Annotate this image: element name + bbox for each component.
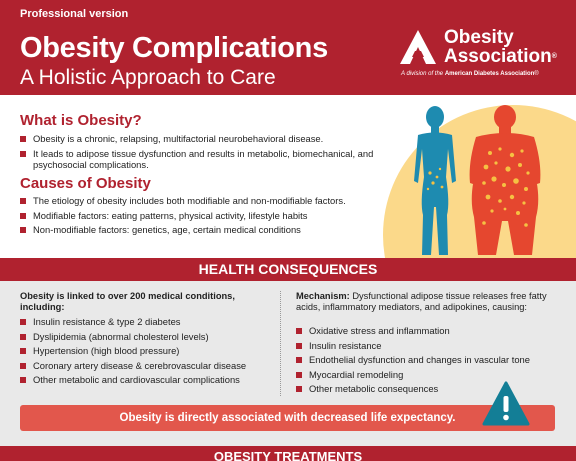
- obesity-treatments-heading: OBESITY TREATMENTS: [0, 446, 576, 461]
- red-square-bullet-icon: [20, 150, 26, 157]
- red-square-bullet-icon: [296, 386, 302, 392]
- body-silhouettes-icon: [414, 105, 541, 255]
- what-is-obesity-heading: What is Obesity?: [20, 112, 142, 129]
- red-square-bullet-icon: [20, 198, 26, 204]
- list-item: Insulin resistance: [296, 340, 561, 352]
- red-square-bullet-icon: [20, 377, 26, 383]
- warning-triangle-icon: [482, 381, 530, 426]
- tagline-org: American Diabetes Association: [444, 71, 535, 77]
- logo-wordmark: Obesity Association®: [444, 28, 557, 66]
- column-divider: [280, 291, 281, 396]
- linked-conditions-list: Insulin resistance & type 2 diabetes Dys…: [20, 316, 275, 389]
- red-square-bullet-icon: [20, 348, 26, 354]
- list-item: It leads to adipose tissue dysfunction a…: [20, 148, 380, 171]
- red-square-bullet-icon: [20, 136, 26, 142]
- linked-conditions-heading: Obesity is linked to over 200 medical co…: [20, 291, 235, 312]
- page-title: Obesity Complications: [20, 32, 328, 64]
- what-is-obesity-list: Obesity is a chronic, relapsing, multifa…: [20, 133, 380, 174]
- list-item: Endothelial dysfunction and changes in v…: [296, 354, 561, 366]
- life-expectancy-callout: Obesity is directly associated with decr…: [20, 405, 555, 431]
- version-label: Professional version: [20, 8, 129, 20]
- triangle-a-logo-icon: [400, 30, 436, 64]
- logo-line-2: Association®: [444, 46, 557, 67]
- tagline-prefix: A division of the: [401, 71, 444, 77]
- list-item: The etiology of obesity includes both mo…: [20, 195, 395, 207]
- list-item: Coronary artery disease & cerebrovascula…: [20, 360, 275, 372]
- health-consequences-heading: HEALTH CONSEQUENCES: [0, 258, 576, 281]
- mechanism-heading: Mechanism: Dysfunctional adipose tissue …: [296, 291, 561, 313]
- mechanism-description: Dysfunctional adipose tissue releases fr…: [296, 291, 547, 312]
- causes-of-obesity-heading: Causes of Obesity: [20, 175, 151, 192]
- header-banner: Professional version Obesity Complicatio…: [0, 0, 576, 95]
- mechanism-effects-list: Oxidative stress and inflammation Insuli…: [296, 325, 561, 398]
- red-square-bullet-icon: [20, 227, 26, 233]
- list-item: Modifiable factors: eating patterns, phy…: [20, 210, 395, 222]
- list-item: Obesity is a chronic, relapsing, multifa…: [20, 133, 380, 145]
- red-square-bullet-icon: [296, 342, 302, 349]
- list-item: Insulin resistance & type 2 diabetes: [20, 316, 275, 328]
- list-item: Dyslipidemia (abnormal cholesterol level…: [20, 331, 275, 343]
- red-square-bullet-icon: [20, 212, 26, 219]
- mechanism-label: Mechanism:: [296, 291, 350, 301]
- logo-line-1: Obesity: [444, 27, 514, 48]
- logo-tagline: A division of the American Diabetes Asso…: [401, 71, 539, 77]
- page-subtitle: A Holistic Approach to Care: [20, 66, 276, 89]
- red-square-bullet-icon: [20, 362, 26, 369]
- list-item: Non-modifiable factors: genetics, age, c…: [20, 224, 395, 236]
- red-square-bullet-icon: [296, 371, 302, 378]
- list-item: Other metabolic and cardiovascular compl…: [20, 374, 275, 386]
- red-square-bullet-icon: [20, 319, 26, 325]
- list-item: Myocardial remodeling: [296, 369, 561, 381]
- list-item: Oxidative stress and inflammation: [296, 325, 561, 337]
- red-square-bullet-icon: [20, 333, 26, 340]
- intro-section: What is Obesity? Obesity is a chronic, r…: [0, 95, 576, 258]
- red-square-bullet-icon: [296, 357, 302, 363]
- health-consequences-section: Obesity is linked to over 200 medical co…: [0, 281, 576, 446]
- list-item: Other metabolic consequences: [296, 383, 561, 395]
- tagline-trademark: ®: [534, 71, 539, 77]
- logo-trademark: ®: [551, 53, 557, 60]
- list-item: Hypertension (high blood pressure): [20, 345, 275, 357]
- red-square-bullet-icon: [296, 328, 302, 334]
- causes-of-obesity-list: The etiology of obesity includes both mo…: [20, 195, 395, 239]
